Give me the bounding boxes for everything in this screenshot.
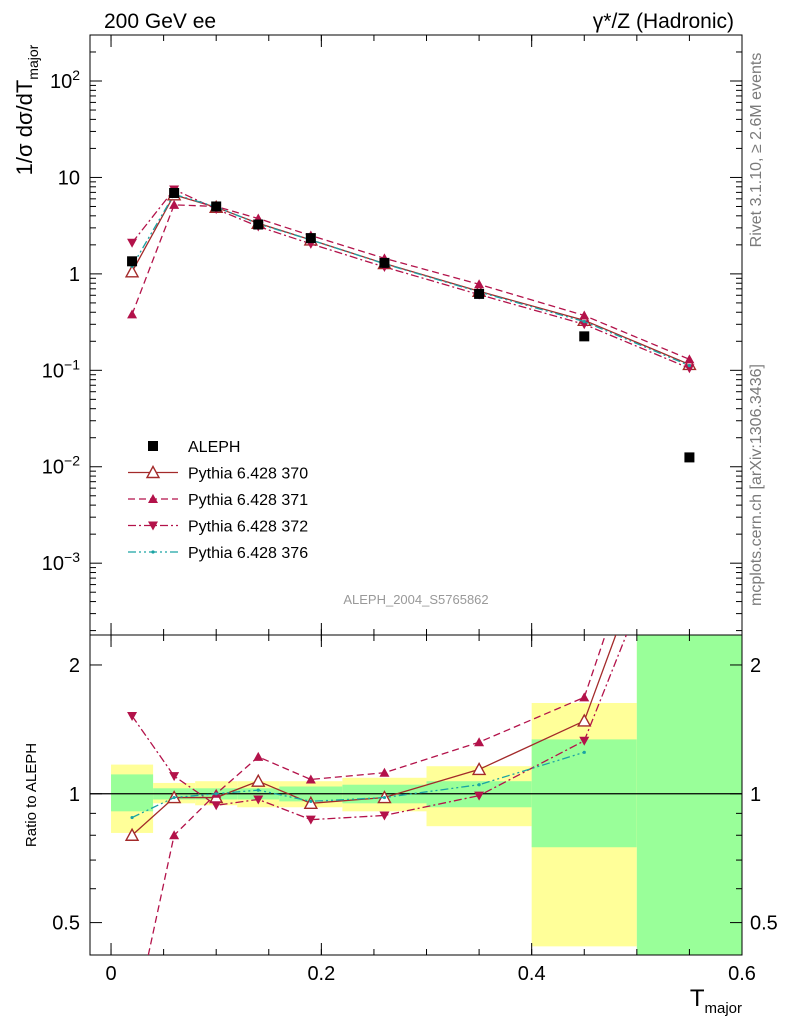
data-point bbox=[474, 288, 485, 299]
ratio-series-point bbox=[579, 692, 590, 702]
mcplots-credit-label: mcplots.cern.ch [arXiv:1306.3436] bbox=[748, 364, 765, 606]
series-point bbox=[579, 310, 590, 320]
data-point bbox=[211, 201, 222, 212]
ratio-series-line bbox=[131, 751, 585, 819]
rivet-version-label: Rivet 3.1.10, ≥ 2.6M events bbox=[748, 53, 765, 248]
legend-label: Pythia 6.428 370 bbox=[188, 466, 308, 483]
ratio-series-point bbox=[305, 774, 316, 784]
ratio-series-point bbox=[130, 815, 134, 820]
ratio-series-point bbox=[309, 799, 313, 803]
series-point bbox=[684, 354, 695, 364]
ratio-series-point bbox=[253, 795, 264, 805]
y-tick-label: 10 bbox=[58, 167, 80, 189]
ratio-series-point bbox=[471, 761, 487, 776]
x-axis-title: Tmajor bbox=[690, 985, 742, 1017]
ratio-y-tick-label-left: 1 bbox=[69, 784, 80, 806]
ratio-y-tick-label-left: 2 bbox=[69, 655, 80, 677]
ratio-y-tick-label-right: 2 bbox=[750, 655, 761, 677]
ratio-plot-frame bbox=[89, 634, 743, 956]
series-line bbox=[131, 194, 690, 366]
x-tick-label: 0.2 bbox=[307, 963, 335, 985]
analysis-id-label: ALEPH_2004_S5765862 bbox=[343, 592, 488, 607]
legend-marker bbox=[145, 465, 161, 479]
series-point bbox=[687, 363, 692, 368]
ratio-series-point bbox=[379, 811, 390, 821]
y-tick-label: 102 bbox=[50, 67, 80, 93]
uncertainty-band-inner bbox=[111, 774, 154, 812]
x-tick-label: 0.4 bbox=[518, 963, 546, 985]
header-energy-label: γ*/Z (Hadronic) bbox=[593, 10, 734, 33]
ratio-plot-panel: 0.5 0.5 1 1 2 2 0 0.2 0.4 0.6 Ratio to ALEPH Tmajor bbox=[23, 634, 778, 1017]
legend-label: ALEPH bbox=[188, 439, 240, 456]
uncertainty-band-inner bbox=[636, 635, 742, 955]
ratio-series-point bbox=[124, 827, 140, 841]
ratio-series-line bbox=[147, 635, 606, 955]
ratio-y-axis-title: Ratio to ALEPH bbox=[23, 743, 40, 847]
data-point bbox=[127, 256, 138, 267]
ratio-series-point bbox=[474, 737, 485, 747]
series-point bbox=[127, 238, 138, 248]
data-point bbox=[579, 331, 590, 342]
y-tick-label: 10−1 bbox=[42, 356, 80, 382]
ratio-series-point bbox=[582, 750, 586, 754]
data-point bbox=[379, 257, 390, 268]
x-tick-label: 0.6 bbox=[728, 963, 756, 985]
ratio-series-point bbox=[211, 801, 222, 811]
ratio-series-point bbox=[256, 788, 260, 792]
ratio-series-point bbox=[127, 711, 138, 721]
ratio-series-point bbox=[169, 772, 180, 782]
legend-marker bbox=[151, 550, 155, 554]
header-process-label: 200 GeV ee bbox=[104, 10, 216, 33]
series-point bbox=[169, 199, 180, 209]
legend-marker bbox=[148, 441, 158, 451]
data-point bbox=[253, 219, 264, 230]
y-tick-label: 10−3 bbox=[42, 549, 80, 575]
ratio-series-point bbox=[253, 751, 264, 761]
ratio-y-tick-label-left: 0.5 bbox=[52, 913, 80, 935]
ratio-y-tick-label-right: 0.5 bbox=[750, 913, 778, 935]
ratio-series-point bbox=[579, 736, 590, 746]
ratio-series-point bbox=[474, 791, 485, 801]
ratio-series-point bbox=[477, 783, 481, 787]
ratio-series-point bbox=[214, 792, 218, 796]
ratio-series-point bbox=[172, 795, 176, 800]
series-line bbox=[131, 193, 690, 367]
ratio-series-group bbox=[124, 635, 627, 955]
legend-label: Pythia 6.428 376 bbox=[188, 545, 308, 562]
legend-marker bbox=[148, 521, 158, 531]
y-axis-title: 1/σ dσ/dTmajor bbox=[12, 44, 41, 175]
main-plot-panel: 10−3 10−2 10−1 1 10 102 1/σ dσ/dTmajor bbox=[12, 34, 743, 636]
series-line bbox=[131, 204, 690, 360]
ratio-series-point bbox=[251, 773, 266, 787]
ratio-series-point bbox=[382, 795, 387, 800]
ratio-series-point bbox=[577, 713, 592, 727]
ratio-series-point bbox=[169, 830, 180, 840]
y-tick-label: 1 bbox=[69, 264, 80, 286]
legend-label: Pythia 6.428 372 bbox=[188, 519, 308, 536]
series-point bbox=[684, 364, 695, 374]
series-point bbox=[124, 264, 140, 278]
series-point bbox=[582, 320, 586, 324]
data-point bbox=[684, 452, 695, 463]
legend-marker bbox=[148, 494, 158, 503]
ratio-series-point bbox=[379, 767, 390, 777]
legend-label: Pythia 6.428 371 bbox=[188, 492, 308, 509]
ratio-series-point bbox=[305, 815, 316, 825]
ratio-y-tick-label-right: 1 bbox=[750, 784, 761, 806]
legend: ALEPH Pythia 6.428 370 Pythia 6.428 371 Pyt… bbox=[128, 439, 308, 562]
data-point bbox=[169, 187, 180, 198]
series-point bbox=[127, 309, 138, 319]
y-tick-label: 10−2 bbox=[42, 453, 80, 479]
series-line bbox=[131, 188, 690, 369]
data-point bbox=[305, 233, 316, 244]
x-tick-label: 0 bbox=[105, 963, 116, 985]
series-point bbox=[474, 279, 485, 289]
